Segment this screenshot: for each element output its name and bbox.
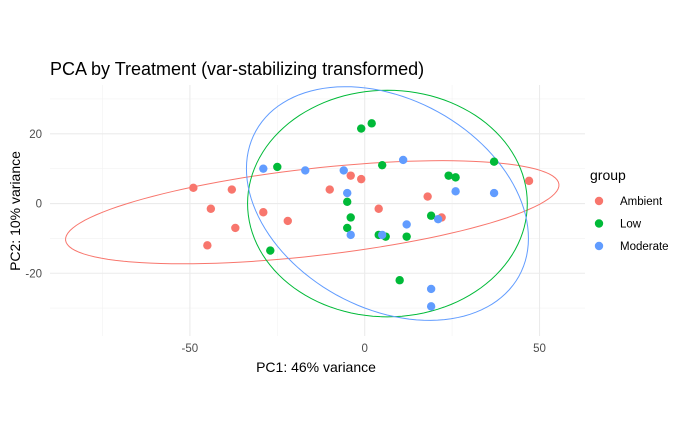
point-ambient <box>231 223 240 233</box>
point-ambient <box>283 216 292 226</box>
point-ambient <box>357 174 366 184</box>
x-tick-label: -50 <box>182 343 199 355</box>
point-ambient <box>346 171 355 180</box>
point-ambient <box>259 208 268 217</box>
point-ambient <box>189 183 198 193</box>
point-moderate <box>259 164 268 173</box>
point-low <box>426 211 436 220</box>
ellipse-ambient <box>65 160 560 265</box>
point-low <box>395 276 404 285</box>
point-moderate <box>433 215 443 224</box>
plot-panel: -50 0 50 -20 0 20 <box>25 85 585 355</box>
point-moderate <box>426 302 436 311</box>
chart-title: PCA by Treatment (var-stabilizing transf… <box>50 59 424 79</box>
y-tick-label: -20 <box>25 268 42 280</box>
point-ambient <box>203 241 212 250</box>
legend-key-ambient <box>594 196 604 206</box>
point-moderate <box>339 166 348 175</box>
point-moderate <box>346 230 355 240</box>
legend-key-low <box>594 219 604 228</box>
point-moderate <box>398 155 408 165</box>
point-low <box>489 157 499 166</box>
point-low <box>444 171 453 180</box>
y-axis-title: PC2: 10% variance <box>7 151 23 271</box>
point-low <box>367 119 376 128</box>
x-tick-label: 50 <box>533 343 546 355</box>
point-low <box>343 197 352 206</box>
point-moderate <box>489 188 499 198</box>
point-moderate <box>451 187 460 196</box>
point-low <box>343 223 352 233</box>
x-axis-title: PC1: 46% variance <box>256 359 376 375</box>
point-moderate <box>377 230 387 240</box>
point-ambient <box>206 204 216 213</box>
legend-key-moderate <box>594 241 604 251</box>
legend-label-moderate: Moderate <box>620 241 669 253</box>
legend-label-ambient: Ambient <box>620 196 663 208</box>
point-moderate <box>426 284 436 294</box>
y-tick-label: 20 <box>29 129 42 141</box>
point-low <box>357 124 366 133</box>
ellipse-low <box>247 89 528 318</box>
point-moderate <box>402 220 411 229</box>
point-ambient <box>524 176 534 186</box>
point-ambient <box>423 192 432 201</box>
point-low <box>266 246 275 255</box>
point-moderate <box>343 188 352 198</box>
point-low <box>346 213 355 222</box>
point-ambient <box>374 204 383 213</box>
legend-label-low: Low <box>620 219 642 231</box>
x-tick-label: 0 <box>362 343 368 355</box>
y-tick-label: 0 <box>36 199 42 211</box>
legend-title: group <box>590 167 626 183</box>
point-low <box>273 162 282 172</box>
point-ambient <box>227 185 237 194</box>
legend: group Ambient Low Moderate <box>590 167 669 253</box>
point-ambient <box>325 185 334 194</box>
point-low <box>402 232 411 241</box>
point-low <box>377 160 387 170</box>
point-moderate <box>301 166 310 175</box>
point-low <box>451 173 460 182</box>
